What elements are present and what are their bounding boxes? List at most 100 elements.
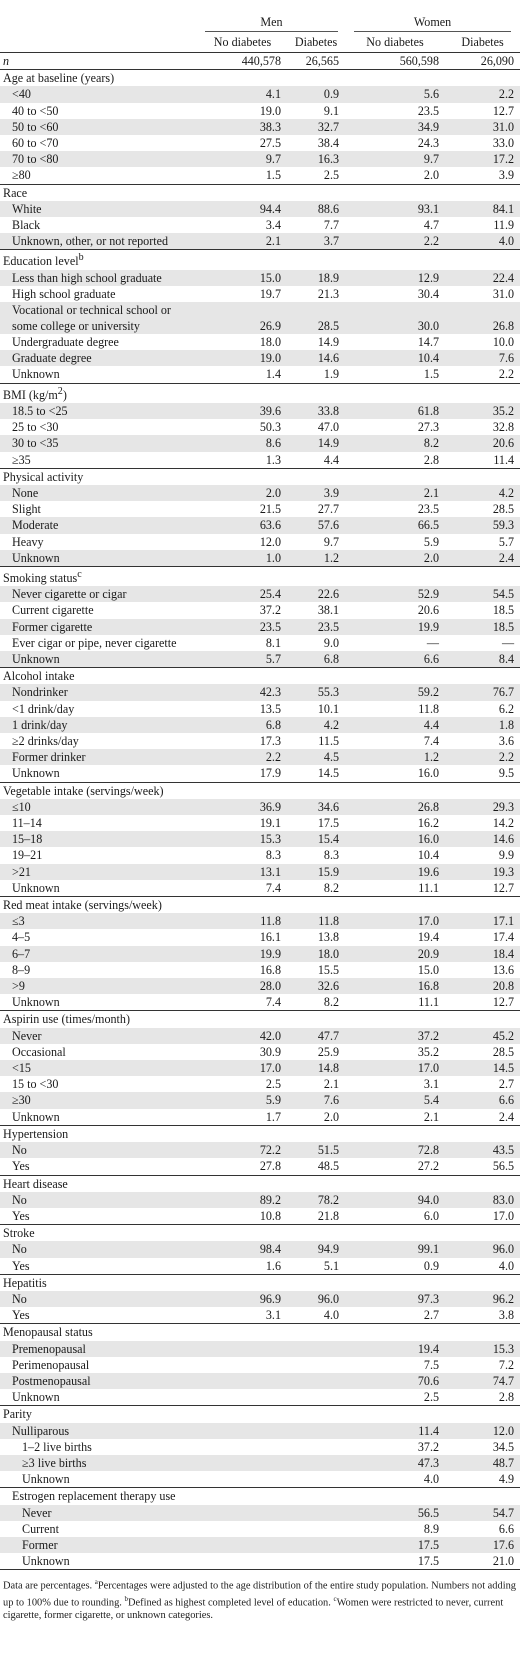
row-label: Graduate degree xyxy=(0,350,198,367)
row-value: 14.9 xyxy=(317,335,340,350)
row-value: 17.0 xyxy=(492,1208,515,1223)
row-value: 33.0 xyxy=(492,136,515,151)
n-value: 440,578 xyxy=(198,51,287,70)
row-value: 1.2 xyxy=(287,549,346,567)
row-value: 5.1 xyxy=(323,1258,340,1273)
table-row: ≤3 11.8 11.8 17.0 17.1 xyxy=(0,913,520,930)
row-value: 88.6 xyxy=(287,200,346,218)
row-label: Unknown, other, or not reported xyxy=(0,233,198,250)
row-value: 17.2 xyxy=(445,151,520,168)
row-value xyxy=(287,1389,345,1406)
row-label: Yes xyxy=(12,1208,30,1223)
row-label: Unknown xyxy=(12,1390,60,1405)
row-value: 14.8 xyxy=(287,1060,346,1077)
row-value: 17.5 xyxy=(345,1536,446,1554)
table-row: <1 drink/day 13.5 10.1 11.8 6.2 xyxy=(0,701,520,717)
row-value: 4.4 xyxy=(345,716,446,734)
row-value: 0.9 xyxy=(287,86,346,103)
row-label: 19–21 xyxy=(12,848,43,863)
row-label: Unknown xyxy=(12,880,60,895)
table-row: Yes 3.1 4.0 2.7 3.8 xyxy=(0,1307,520,1324)
row-value: 27.3 xyxy=(417,420,440,435)
row-value: 96.2 xyxy=(445,1290,520,1308)
table-row: Less than high school graduate 15.0 18.9 12… xyxy=(0,269,520,286)
row-value: 78.2 xyxy=(287,1191,346,1208)
row-value: 24.3 xyxy=(417,136,440,151)
row-value: 32.7 xyxy=(287,118,346,136)
row-value: 1.8 xyxy=(445,716,520,734)
row-value: 8.2 xyxy=(323,995,340,1010)
row-value: 26.8 xyxy=(345,798,446,816)
row-label: Vocational or technical school or some c… xyxy=(0,302,198,335)
row-label: Yes xyxy=(12,1308,30,1323)
row-value: 34.9 xyxy=(345,118,446,136)
row-value: 21.3 xyxy=(317,286,340,301)
row-label: Perimenopausal xyxy=(12,1357,90,1372)
row-value: 66.5 xyxy=(345,517,446,534)
row-value xyxy=(198,1471,287,1488)
section-header-row: Physical activity xyxy=(0,467,520,485)
row-value: 72.8 xyxy=(345,1142,446,1159)
row-value: 4.2 xyxy=(445,484,520,502)
row-label: Unknown xyxy=(12,766,60,781)
row-value: 6.6 xyxy=(498,1521,515,1536)
section-header-row: Alcohol intake xyxy=(0,667,520,685)
row-label: >21 xyxy=(0,863,198,880)
row-value: 30.4 xyxy=(417,286,440,301)
row-value: 6.6 xyxy=(445,1092,520,1109)
row-value: 5.7 xyxy=(198,651,287,668)
row-label: Yes xyxy=(12,1258,30,1273)
row-value: 1.9 xyxy=(323,367,340,382)
row-label: Moderate xyxy=(0,517,198,534)
row-label: Yes xyxy=(12,1159,30,1174)
table-row: Unknown 2.5 2.8 xyxy=(0,1389,520,1406)
row-value xyxy=(287,1504,346,1521)
row-value: 76.7 xyxy=(445,684,520,701)
section-title: Menopausal status xyxy=(0,1323,520,1341)
row-value: 8.1 xyxy=(265,635,281,650)
row-value: 12.7 xyxy=(492,103,515,118)
table-row: No 96.9 96.0 97.3 96.2 xyxy=(0,1290,520,1308)
row-value: 17.9 xyxy=(259,766,281,781)
row-value: 47.3 xyxy=(345,1454,446,1472)
row-label: No xyxy=(0,1142,198,1159)
row-value: 2.8 xyxy=(498,1390,515,1405)
row-value xyxy=(198,1536,287,1554)
row-value: 9.5 xyxy=(498,766,515,781)
row-value: 4.0 xyxy=(498,1258,515,1273)
table-row: 1 drink/day 6.8 4.2 4.4 1.8 xyxy=(0,716,520,734)
row-value: 2.2 xyxy=(445,749,520,766)
row-value: 25.4 xyxy=(198,586,287,603)
row-value xyxy=(198,1389,287,1406)
row-value: 3.4 xyxy=(265,218,281,233)
section-header-row: Education levelb xyxy=(0,249,520,270)
row-value: 16.8 xyxy=(259,962,281,977)
row-value: 1.3 xyxy=(265,452,281,467)
table-footnote: Data are percentages. aPercentages were … xyxy=(3,1578,516,1622)
section-title: Heart disease xyxy=(0,1174,520,1192)
row-value xyxy=(198,1521,287,1537)
n-value: 26,090 xyxy=(445,51,520,70)
row-value: 32.6 xyxy=(287,978,346,995)
row-value: 12.9 xyxy=(345,269,446,286)
row-label: <40 xyxy=(0,86,198,103)
table-row: ≤10 36.9 34.6 26.8 29.3 xyxy=(0,798,520,816)
row-value: 42.3 xyxy=(198,684,287,701)
row-label: Ever cigar or pipe, never cigarette xyxy=(12,635,177,650)
table-row: ≥80 1.5 2.5 2.0 3.9 xyxy=(0,167,520,184)
row-label: Unknown xyxy=(0,1553,198,1571)
row-value: 3.8 xyxy=(498,1308,515,1323)
row-value: 2.8 xyxy=(423,452,440,467)
row-value: 70.6 xyxy=(345,1372,446,1390)
row-value: 96.9 xyxy=(198,1290,287,1308)
row-label: No xyxy=(0,1191,198,1208)
section-header-row: Stroke xyxy=(0,1224,520,1242)
row-value: 2.1 xyxy=(323,1077,340,1092)
table-row: Unknown 1.4 1.9 1.5 2.2 xyxy=(0,366,520,383)
row-value: 2.5 xyxy=(423,1390,440,1405)
row-value: 4.5 xyxy=(287,749,346,766)
section-title: Hypertension xyxy=(0,1124,520,1143)
row-value: 14.6 xyxy=(445,831,520,848)
table-row: Ever cigar or pipe, never cigarette 8.1 9.… xyxy=(0,635,520,651)
row-value: 72.2 xyxy=(198,1142,287,1159)
